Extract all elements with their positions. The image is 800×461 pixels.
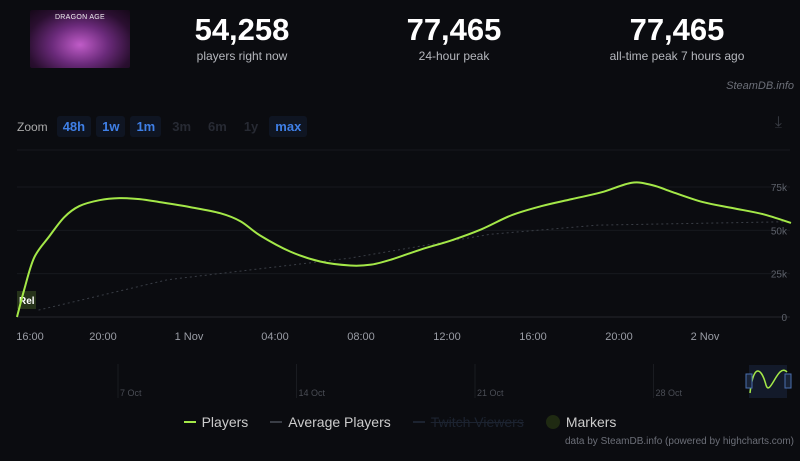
- zoom-1m-button[interactable]: 1m: [130, 116, 162, 137]
- stat-value: 54,258: [194, 12, 290, 47]
- legend-swatch: [412, 421, 425, 423]
- legend-label: Players: [201, 414, 249, 430]
- x-tick-label: 16:00: [16, 331, 44, 343]
- player-chart[interactable]: 0 25k 50k 75k 16:00 20:00 1 Nov 04:00 08:00 12:00…: [0, 0, 800, 410]
- y-tick-label: 0: [781, 313, 787, 324]
- legend-label: Average Players: [288, 414, 391, 430]
- navigator-tick-label: 14 Oct: [299, 388, 326, 398]
- zoom-6m-button: 6m: [208, 119, 227, 134]
- legend-marker-dot: [545, 415, 560, 429]
- stat-value: 77,465: [406, 12, 502, 47]
- stat-label: players right now: [196, 49, 288, 63]
- x-tick-label: 2 Nov: [691, 331, 720, 343]
- legend-swatch: [270, 421, 283, 423]
- zoom-1y-button: 1y: [243, 119, 259, 134]
- x-tick-label: 20:00: [89, 331, 117, 343]
- download-icon[interactable]: ⤓: [774, 114, 782, 131]
- stat-label: 24-hour peak: [418, 49, 490, 63]
- stat-value: 77,465: [629, 12, 725, 47]
- stat-24h-peak: 77,465 24-hour peak: [354, 12, 554, 63]
- legend-label: Markers: [565, 414, 617, 430]
- release-marker-label: Rel: [19, 296, 35, 307]
- credits-link[interactable]: data by SteamDB.info (powered by highcha…: [565, 436, 794, 447]
- navigator: [17, 364, 790, 400]
- stat-all-time-peak: 77,465 all-time peak 7 hours ago: [577, 12, 777, 63]
- navigator-tick-label: 7 Oct: [120, 388, 142, 398]
- brand-watermark: SteamDB.info: [726, 80, 794, 92]
- x-tick-label: 12:00: [433, 331, 461, 343]
- x-tick-label: 20:00: [605, 331, 633, 343]
- y-tick-label: 25k: [771, 270, 788, 281]
- navigator-series: [749, 369, 788, 394]
- navigator-tick-label: 28 Oct: [656, 388, 683, 398]
- x-tick-label: 1 Nov: [175, 331, 204, 343]
- legend-label: Twitch Viewers: [430, 414, 524, 430]
- legend-item-average-players[interactable]: Average Players: [270, 414, 391, 430]
- navigator-left-handle[interactable]: [745, 373, 753, 389]
- legend-item-players[interactable]: Players: [183, 414, 249, 430]
- zoom-selector: Zoom 48h 1w 1m 3m 6m 1y max: [17, 116, 308, 137]
- zoom-3m-button: 3m: [172, 119, 192, 134]
- stat-current-players: 54,258 players right now: [142, 12, 342, 63]
- game-cover-image[interactable]: DRAGON AGE: [30, 10, 130, 68]
- average-players-line: [38, 221, 792, 311]
- y-tick-label: 75k: [771, 183, 788, 194]
- stat-label: all-time peak 7 hours ago: [609, 49, 745, 63]
- cover-logo: DRAGON AGE: [54, 14, 106, 21]
- legend-item-twitch-viewers[interactable]: Twitch Viewers: [412, 414, 524, 430]
- navigator-selected-range: [749, 365, 787, 398]
- x-tick-label: 04:00: [261, 331, 289, 343]
- zoom-1w-button[interactable]: 1w: [96, 116, 126, 137]
- zoom-48h-button[interactable]: 48h: [56, 116, 92, 137]
- navigator-right-handle[interactable]: [784, 373, 792, 389]
- legend-item-markers[interactable]: Markers: [545, 414, 617, 430]
- zoom-max-button[interactable]: max: [269, 116, 308, 137]
- x-tick-label: 16:00: [519, 331, 547, 343]
- players-line: [16, 181, 792, 318]
- legend-swatch: [183, 421, 196, 423]
- navigator-tick-label: 21 Oct: [477, 388, 504, 398]
- zoom-label: Zoom: [17, 119, 48, 134]
- y-tick-label: 50k: [771, 226, 788, 237]
- x-tick-label: 08:00: [347, 331, 375, 343]
- legend: Players Average Players Twitch Viewers M…: [0, 414, 800, 430]
